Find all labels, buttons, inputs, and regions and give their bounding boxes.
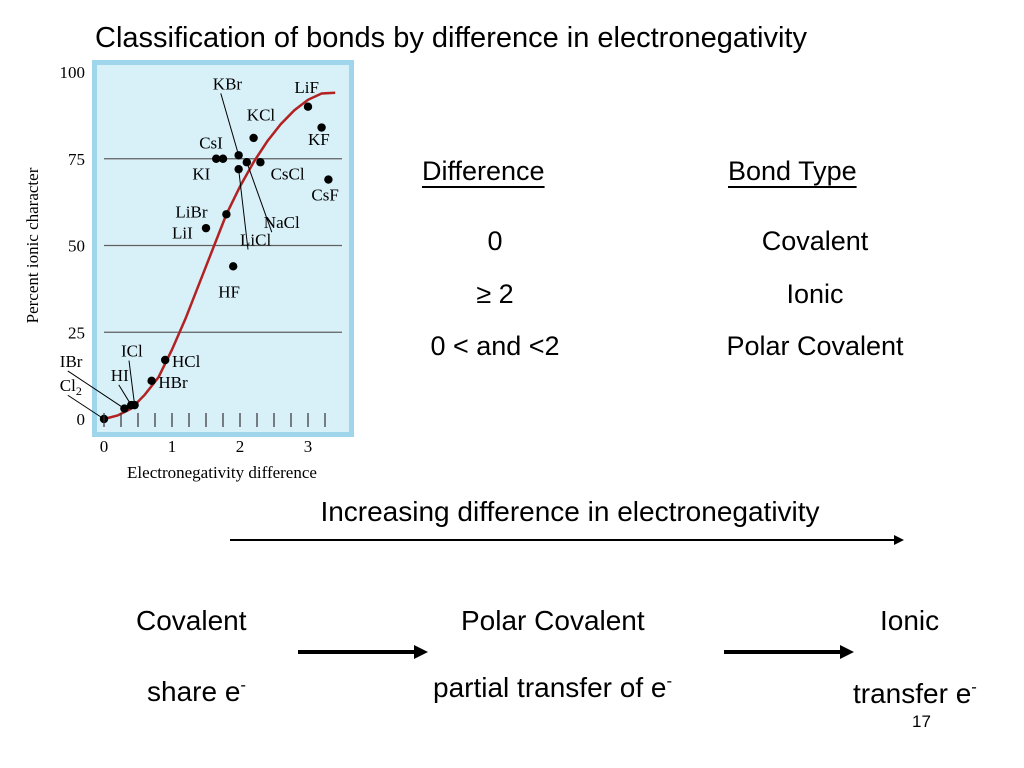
covalent-to-polar-arrow bbox=[298, 645, 428, 659]
point-label-libr: LiBr bbox=[175, 203, 207, 222]
point-kbr bbox=[234, 151, 243, 160]
page-number: 17 bbox=[912, 712, 931, 731]
row-2-difference: ≥ 2 bbox=[476, 279, 514, 309]
row-1-bond-type: Covalent bbox=[761, 226, 869, 256]
covalent-description: share e- bbox=[147, 675, 246, 707]
point-hi bbox=[127, 400, 136, 410]
x-tick-label-1: 1 bbox=[168, 437, 177, 456]
y-tick-label-50: 50 bbox=[68, 237, 85, 256]
ionic-label: Ionic bbox=[880, 605, 940, 636]
point-hf bbox=[229, 262, 238, 271]
point-label-hbr: HBr bbox=[158, 373, 188, 392]
leader-nacl bbox=[246, 162, 273, 233]
point-label-csi: CsI bbox=[199, 133, 223, 152]
plot-area bbox=[97, 65, 349, 432]
point-label-ki: KI bbox=[192, 165, 210, 184]
point-lif bbox=[303, 102, 313, 111]
polar-covalent-description: partial transfer of e- bbox=[433, 671, 673, 703]
point-hcl bbox=[161, 355, 170, 365]
point-label-icl: ICl bbox=[121, 342, 143, 361]
point-nacl bbox=[242, 158, 251, 167]
leader-kbr bbox=[220, 93, 240, 156]
point-csi bbox=[212, 154, 221, 163]
leader-ibr bbox=[67, 370, 125, 410]
point-ki bbox=[218, 154, 228, 163]
row-2-bond-type: Ionic bbox=[786, 279, 844, 309]
point-label-cscl: CsCl bbox=[271, 165, 305, 184]
polar-to-ionic-arrow bbox=[724, 645, 854, 659]
point-label-csf: CsF bbox=[311, 185, 338, 204]
x-tick-label-3: 3 bbox=[304, 437, 313, 456]
point-lii bbox=[201, 223, 211, 233]
trend-curve bbox=[103, 91, 336, 421]
point-cscl bbox=[256, 158, 265, 167]
y-tick-label-25: 25 bbox=[68, 323, 85, 342]
point-label-nacl: NaCl bbox=[264, 213, 300, 232]
point-kcl bbox=[249, 133, 258, 143]
leader-cl2 bbox=[67, 394, 105, 420]
ionic-description: transfer e- bbox=[853, 677, 977, 709]
point-label-lif: LiF bbox=[294, 78, 319, 97]
point-libr bbox=[222, 210, 231, 219]
point-label-kbr: KBr bbox=[213, 74, 243, 93]
point-ibr bbox=[120, 404, 129, 413]
row-1-difference: 0 bbox=[487, 226, 503, 256]
point-label-hf: HF bbox=[218, 283, 240, 302]
y-tick-label-100: 100 bbox=[60, 63, 86, 82]
point-label-lii: LiI bbox=[172, 224, 193, 243]
x-axis-label: Electronegativity difference bbox=[127, 463, 317, 482]
point-licl bbox=[234, 164, 243, 174]
polar-covalent-label: Polar Covalent bbox=[461, 605, 645, 636]
point-label-licl: LiCl bbox=[240, 231, 271, 250]
point-label-ibr: IBr bbox=[60, 352, 83, 371]
bond-type-header: Bond Type bbox=[728, 156, 857, 186]
covalent-label: Covalent bbox=[136, 605, 247, 636]
x-tick-label-2: 2 bbox=[236, 437, 245, 456]
point-label-hcl: HCl bbox=[172, 352, 201, 371]
point-csf bbox=[324, 175, 333, 184]
increasing-arrow bbox=[230, 535, 904, 545]
y-tick-label-75: 75 bbox=[68, 150, 85, 169]
y-axis-label: Percent ionic character bbox=[23, 167, 42, 323]
y-tick-label-0: 0 bbox=[77, 410, 86, 429]
increasing-difference-label: Increasing difference in electronegativi… bbox=[320, 496, 820, 527]
x-tick-label-0: 0 bbox=[100, 437, 109, 456]
slide-title: Classification of bonds by difference in… bbox=[95, 22, 807, 54]
row-3-difference: 0 < and <2 bbox=[430, 331, 560, 361]
leader-licl bbox=[238, 169, 249, 250]
leader-icl bbox=[128, 360, 136, 406]
point-label-hi: HI bbox=[111, 366, 129, 385]
point-label-kf: KF bbox=[308, 130, 330, 149]
row-3-bond-type: Polar Covalent bbox=[726, 331, 904, 361]
point-kf bbox=[317, 123, 326, 132]
point-hbr bbox=[147, 376, 156, 386]
point-label-kcl: KCl bbox=[247, 106, 276, 125]
difference-header: Difference bbox=[422, 156, 545, 186]
